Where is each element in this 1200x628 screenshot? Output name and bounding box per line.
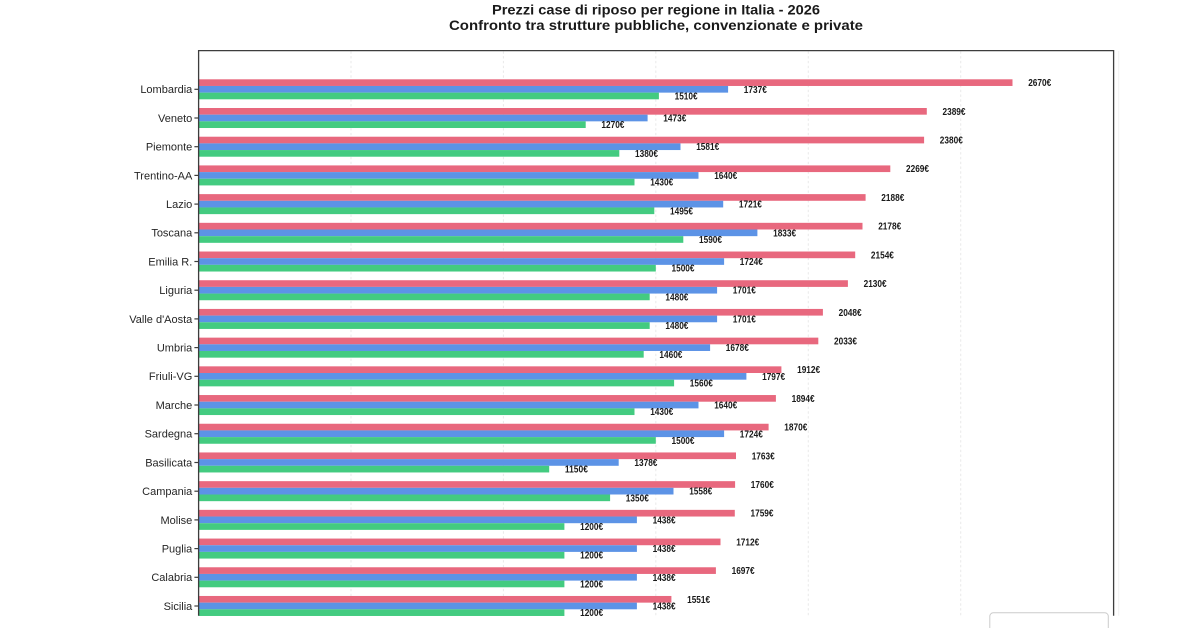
svg-text:1495€: 1495€ — [670, 206, 693, 217]
svg-text:Lazio: Lazio — [166, 199, 192, 211]
svg-text:Piemonte: Piemonte — [146, 142, 192, 154]
svg-text:1350€: 1350€ — [626, 493, 649, 504]
svg-text:1724€: 1724€ — [740, 429, 763, 440]
svg-text:1438€: 1438€ — [653, 602, 676, 613]
svg-text:2154€: 2154€ — [871, 250, 894, 261]
svg-text:2188€: 2188€ — [881, 193, 904, 204]
svg-text:Sicilia: Sicilia — [164, 601, 194, 613]
svg-text:1430€: 1430€ — [650, 178, 673, 189]
svg-text:2048€: 2048€ — [839, 308, 862, 319]
svg-text:Emilia R.: Emilia R. — [148, 256, 192, 268]
svg-text:Calabria: Calabria — [151, 572, 193, 584]
svg-text:1870€: 1870€ — [784, 423, 807, 434]
svg-text:1378€: 1378€ — [634, 458, 657, 469]
svg-text:1759€: 1759€ — [751, 509, 774, 520]
svg-text:1640€: 1640€ — [714, 171, 737, 182]
svg-text:1473€: 1473€ — [663, 114, 686, 125]
svg-text:1697€: 1697€ — [732, 566, 755, 577]
svg-text:1270€: 1270€ — [601, 120, 624, 131]
svg-text:Molise: Molise — [161, 515, 193, 527]
svg-text:1724€: 1724€ — [740, 257, 763, 268]
svg-text:1200€: 1200€ — [580, 579, 603, 590]
svg-text:1551€: 1551€ — [687, 595, 710, 606]
svg-text:1438€: 1438€ — [653, 515, 676, 526]
svg-text:1581€: 1581€ — [696, 142, 719, 153]
svg-text:Confronto tra strutture pubbli: Confronto tra strutture pubbliche, conve… — [449, 17, 863, 33]
svg-text:Sardegna: Sardegna — [145, 429, 194, 441]
svg-text:2380€: 2380€ — [940, 136, 963, 147]
svg-text:1701€: 1701€ — [733, 286, 756, 297]
svg-text:1438€: 1438€ — [653, 573, 676, 584]
svg-text:2269€: 2269€ — [906, 164, 929, 175]
svg-text:1460€: 1460€ — [659, 350, 682, 361]
svg-text:1912€: 1912€ — [797, 365, 820, 376]
svg-text:Basilicata: Basilicata — [145, 457, 193, 469]
svg-text:Liguria: Liguria — [159, 285, 193, 297]
svg-text:1678€: 1678€ — [726, 343, 749, 354]
svg-text:Umbria: Umbria — [157, 343, 193, 355]
svg-text:Veneto: Veneto — [158, 113, 192, 125]
svg-text:1833€: 1833€ — [773, 228, 796, 239]
svg-text:1560€: 1560€ — [690, 379, 713, 390]
svg-text:1500€: 1500€ — [672, 436, 695, 447]
svg-text:1590€: 1590€ — [699, 235, 722, 246]
svg-text:1430€: 1430€ — [650, 407, 673, 418]
svg-text:1438€: 1438€ — [653, 544, 676, 555]
svg-text:Toscana: Toscana — [151, 228, 193, 240]
svg-text:1721€: 1721€ — [739, 200, 762, 211]
svg-text:1200€: 1200€ — [580, 522, 603, 533]
svg-text:Lombardia: Lombardia — [140, 84, 193, 96]
svg-text:1380€: 1380€ — [635, 149, 658, 160]
svg-text:Puglia: Puglia — [162, 544, 193, 556]
svg-text:1712€: 1712€ — [736, 537, 759, 548]
svg-text:1701€: 1701€ — [733, 314, 756, 325]
svg-text:1760€: 1760€ — [751, 480, 774, 491]
svg-text:1640€: 1640€ — [714, 401, 737, 412]
svg-text:1150€: 1150€ — [565, 465, 588, 476]
svg-text:1763€: 1763€ — [752, 451, 775, 462]
svg-text:2033€: 2033€ — [834, 337, 857, 348]
svg-text:Trentino-AA: Trentino-AA — [134, 170, 193, 182]
svg-text:Valle d'Aosta: Valle d'Aosta — [129, 314, 193, 326]
svg-text:1737€: 1737€ — [744, 85, 767, 96]
svg-text:1480€: 1480€ — [665, 321, 688, 332]
svg-text:1797€: 1797€ — [762, 372, 785, 383]
svg-text:1200€: 1200€ — [580, 608, 603, 619]
svg-text:1500€: 1500€ — [672, 264, 695, 275]
svg-text:Marche: Marche — [156, 400, 193, 412]
svg-text:2389€: 2389€ — [943, 107, 966, 118]
svg-text:Campania: Campania — [142, 486, 193, 498]
svg-text:Friuli-VG: Friuli-VG — [149, 371, 192, 383]
svg-text:1894€: 1894€ — [792, 394, 815, 405]
svg-text:2670€: 2670€ — [1028, 78, 1051, 89]
svg-text:1510€: 1510€ — [675, 92, 698, 103]
svg-text:1480€: 1480€ — [665, 292, 688, 303]
svg-text:1200€: 1200€ — [580, 551, 603, 562]
svg-text:Prezzi case di riposo per regi: Prezzi case di riposo per regione in Ita… — [492, 1, 820, 17]
svg-text:1558€: 1558€ — [689, 487, 712, 498]
svg-text:2178€: 2178€ — [878, 222, 901, 233]
svg-text:2130€: 2130€ — [864, 279, 887, 290]
